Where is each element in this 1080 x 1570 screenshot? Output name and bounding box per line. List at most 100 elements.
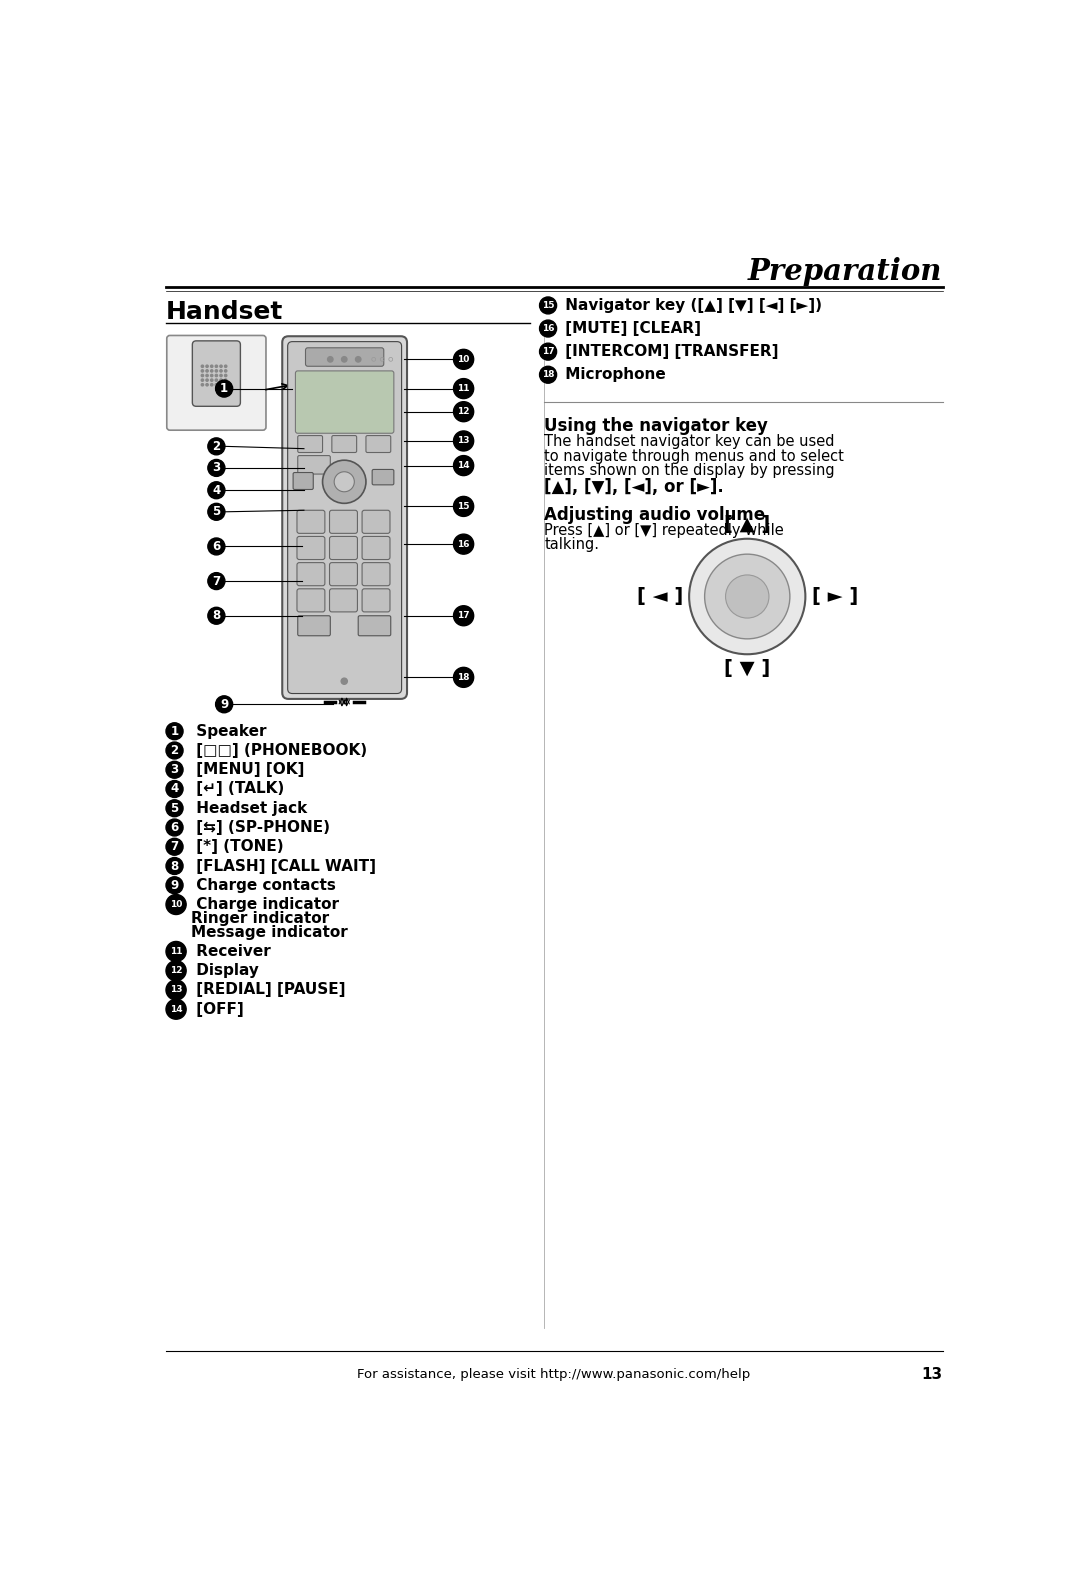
Text: Charge contacts: Charge contacts [191, 878, 336, 893]
Text: Preparation: Preparation [748, 257, 943, 286]
Circle shape [454, 496, 474, 517]
Circle shape [207, 573, 225, 590]
Text: 18: 18 [542, 371, 554, 380]
Circle shape [704, 554, 789, 639]
Text: Press [▲] or [▼] repeatedly while: Press [▲] or [▼] repeatedly while [544, 523, 784, 537]
Text: For assistance, please visit http://www.panasonic.com/help: For assistance, please visit http://www.… [356, 1367, 751, 1380]
Circle shape [206, 374, 208, 377]
Circle shape [216, 380, 232, 397]
Text: [ ▼ ]: [ ▼ ] [724, 658, 770, 678]
Circle shape [201, 378, 204, 382]
Circle shape [540, 366, 556, 383]
Text: 17: 17 [457, 611, 470, 620]
Text: 2: 2 [171, 744, 178, 757]
FancyBboxPatch shape [297, 589, 325, 612]
Circle shape [220, 374, 222, 377]
Circle shape [454, 534, 474, 554]
Circle shape [206, 366, 208, 367]
Circle shape [454, 455, 474, 476]
Text: [↵] (TALK): [↵] (TALK) [191, 782, 284, 796]
Circle shape [540, 297, 556, 314]
Circle shape [166, 761, 183, 779]
FancyBboxPatch shape [287, 342, 402, 694]
Text: Ringer indicator: Ringer indicator [191, 911, 329, 926]
Circle shape [166, 895, 186, 914]
Text: 12: 12 [170, 966, 183, 975]
Text: 5: 5 [213, 506, 220, 518]
Text: [ ▲ ]: [ ▲ ] [724, 515, 770, 534]
FancyBboxPatch shape [192, 341, 241, 407]
Circle shape [454, 350, 474, 369]
FancyBboxPatch shape [362, 562, 390, 586]
Circle shape [225, 374, 227, 377]
FancyBboxPatch shape [332, 435, 356, 452]
Circle shape [355, 356, 361, 363]
Circle shape [225, 383, 227, 386]
Text: [MUTE] [CLEAR]: [MUTE] [CLEAR] [561, 320, 702, 336]
Text: [REDIAL] [PAUSE]: [REDIAL] [PAUSE] [191, 983, 346, 997]
Circle shape [166, 780, 183, 798]
Text: Message indicator: Message indicator [191, 925, 348, 940]
Circle shape [454, 606, 474, 626]
FancyBboxPatch shape [282, 336, 407, 699]
FancyBboxPatch shape [297, 537, 325, 559]
FancyBboxPatch shape [359, 615, 391, 636]
FancyBboxPatch shape [329, 589, 357, 612]
Text: 16: 16 [542, 323, 554, 333]
Circle shape [689, 539, 806, 655]
Circle shape [215, 366, 217, 367]
Circle shape [211, 371, 213, 372]
FancyBboxPatch shape [373, 469, 394, 485]
Text: 16: 16 [457, 540, 470, 548]
Text: 15: 15 [542, 301, 554, 309]
Text: Receiver: Receiver [191, 944, 271, 959]
Circle shape [225, 366, 227, 367]
Circle shape [215, 374, 217, 377]
Circle shape [206, 383, 208, 386]
Text: 12: 12 [457, 407, 470, 416]
Circle shape [166, 961, 186, 981]
Circle shape [341, 356, 347, 363]
Circle shape [540, 344, 556, 360]
FancyBboxPatch shape [298, 615, 330, 636]
Text: 10: 10 [458, 355, 470, 364]
Text: Handset: Handset [166, 300, 283, 323]
Text: Charge indicator: Charge indicator [191, 896, 339, 912]
Text: 4: 4 [213, 484, 220, 496]
Circle shape [166, 743, 183, 758]
Circle shape [206, 378, 208, 382]
FancyBboxPatch shape [329, 510, 357, 534]
Text: 13: 13 [921, 1367, 943, 1382]
FancyBboxPatch shape [296, 371, 394, 433]
Text: [▲], [▼], [◄], or [►].: [▲], [▼], [◄], or [►]. [544, 477, 724, 496]
Text: 1: 1 [171, 725, 178, 738]
Text: [INTERCOM] [TRANSFER]: [INTERCOM] [TRANSFER] [561, 344, 779, 360]
FancyBboxPatch shape [298, 455, 330, 474]
FancyBboxPatch shape [297, 510, 325, 534]
Circle shape [166, 820, 183, 835]
Circle shape [207, 608, 225, 625]
Circle shape [206, 371, 208, 372]
Circle shape [225, 378, 227, 382]
Circle shape [220, 378, 222, 382]
Circle shape [166, 999, 186, 1019]
Text: 7: 7 [213, 575, 220, 587]
Circle shape [207, 438, 225, 455]
Text: 10: 10 [170, 900, 183, 909]
Text: 14: 14 [457, 462, 470, 469]
Text: 6: 6 [213, 540, 220, 553]
Text: 7: 7 [171, 840, 178, 853]
Text: [*] (TONE): [*] (TONE) [191, 840, 283, 854]
Circle shape [334, 471, 354, 491]
Text: talking.: talking. [544, 537, 599, 553]
Circle shape [540, 320, 556, 338]
FancyBboxPatch shape [362, 589, 390, 612]
Circle shape [166, 838, 183, 856]
Circle shape [454, 430, 474, 451]
Circle shape [166, 942, 186, 961]
Text: Navigator key ([▲] [▼] [◄] [►]): Navigator key ([▲] [▼] [◄] [►]) [561, 298, 823, 312]
Circle shape [211, 366, 213, 367]
Text: 9: 9 [171, 879, 178, 892]
FancyBboxPatch shape [166, 336, 266, 430]
Text: 5: 5 [171, 802, 178, 815]
